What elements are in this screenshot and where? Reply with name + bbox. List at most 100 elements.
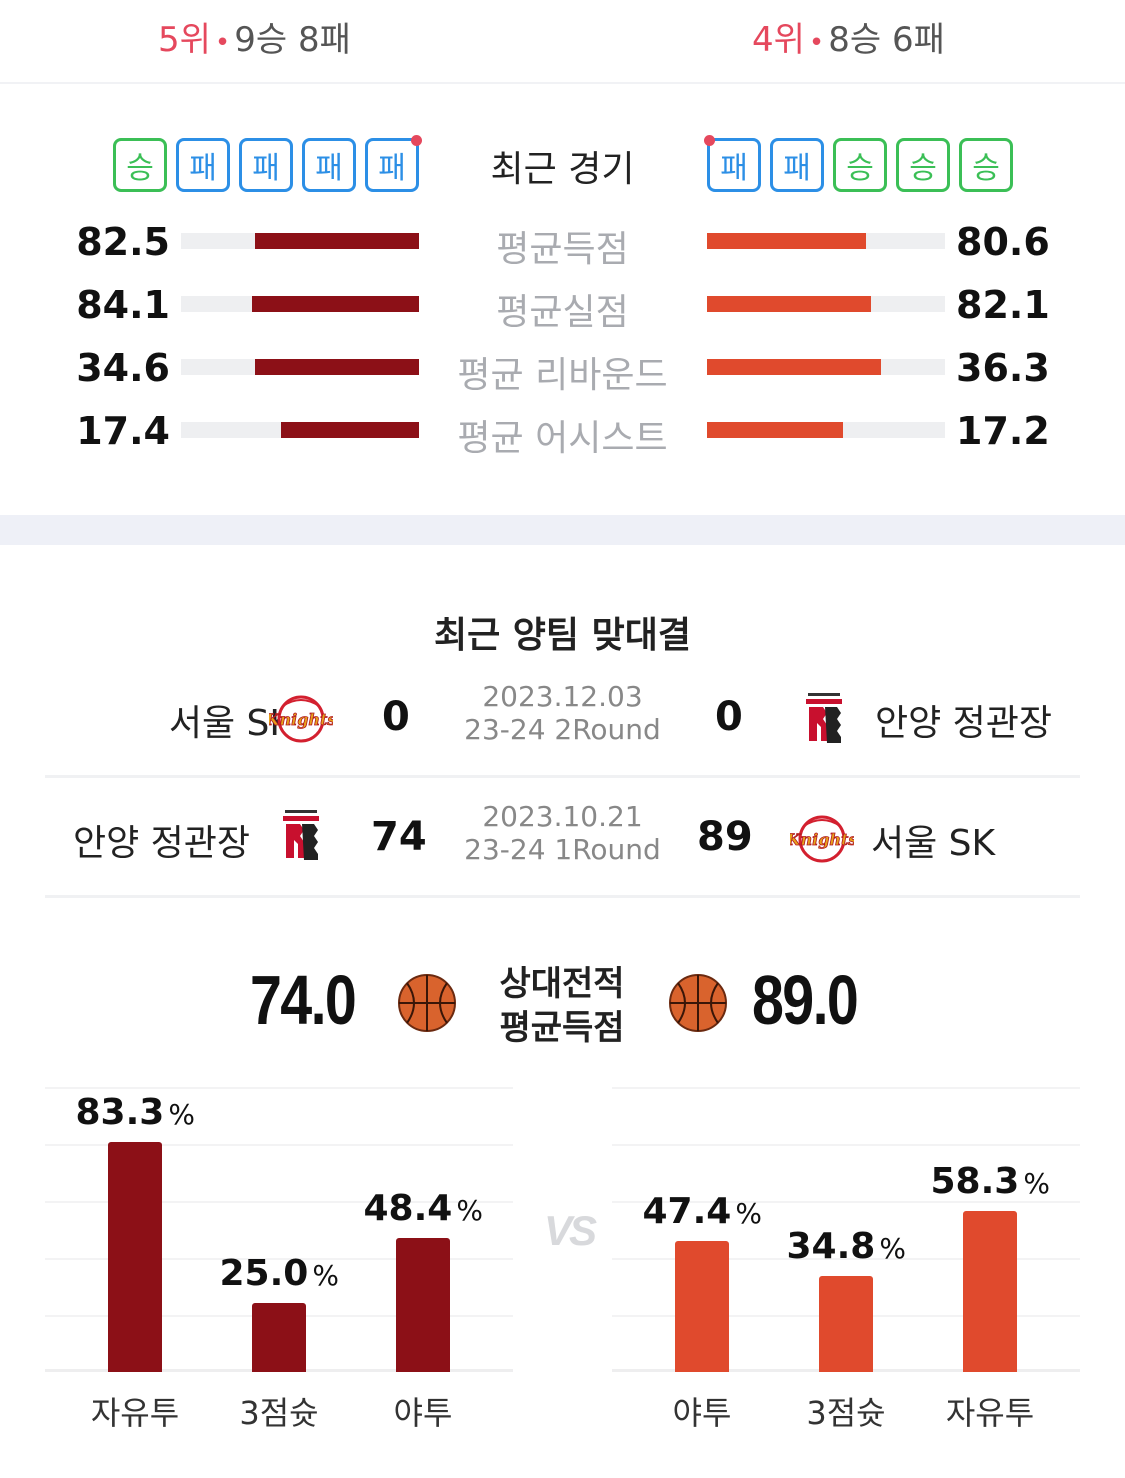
match-date: 2023.10.21 23-24 1Round — [410, 800, 715, 866]
right-stat-bar — [707, 422, 945, 438]
recent-games-title: 최근 경기 — [490, 149, 635, 190]
red-boosters-logo-icon — [806, 693, 842, 743]
left-stat-bar — [181, 296, 419, 312]
stat-label: 평균 어시스트 — [457, 418, 668, 459]
right-stat-bar — [707, 359, 945, 375]
stat-row-avg-rebounds: 34.6 평균 리바운드 36.3 — [0, 346, 1125, 396]
left-shooting-category: 3점슛 — [239, 1394, 319, 1432]
stat-label: 평균 리바운드 — [457, 355, 668, 396]
svg-text:Knights: Knights — [269, 710, 333, 729]
right-shooting-category: 자유투 — [945, 1394, 1035, 1432]
left-record: 9승 8패 — [234, 20, 351, 60]
away-score: 89 — [697, 814, 753, 860]
match-round: 23-24 2Round — [464, 713, 661, 746]
left-shooting-value: 48.4% — [363, 1188, 483, 1230]
left-shooting-bar — [252, 1303, 306, 1372]
left-shooting-chart: 83.3% 25.0% 48.4% — [45, 1087, 513, 1372]
right-stat-value: 80.6 — [956, 220, 1050, 264]
separator-dot: • — [214, 28, 231, 58]
basketball-icon — [669, 974, 727, 1032]
right-shooting-value: 58.3% — [930, 1161, 1050, 1203]
left-recent-form: 승 패 패 패 패 — [113, 135, 422, 192]
right-record: 8승 6패 — [828, 20, 945, 60]
left-shooting-bar — [396, 1238, 450, 1372]
stat-row-avg-allowed: 84.1 평균실점 82.1 — [0, 283, 1125, 333]
match-date-text: 2023.12.03 — [482, 680, 643, 713]
away-team-name: 안양 정관장 — [875, 703, 1053, 744]
recent-result: 패 — [704, 135, 761, 192]
recent-result: 패 — [239, 138, 293, 192]
stat-label: 평균실점 — [496, 292, 629, 333]
left-rank: 5위 — [158, 20, 211, 60]
recent-result: 패 — [770, 138, 824, 192]
avg-points-label: 상대전적 평균득점 — [462, 962, 662, 1050]
match-row[interactable]: 서울 SK Knights 0 2023.12.03 23-24 2Round … — [45, 680, 1080, 778]
latest-game-dot — [704, 135, 715, 146]
right-shooting-bar — [819, 1275, 873, 1372]
home-team-name: 안양 정관장 — [72, 823, 250, 864]
recent-result: 패 — [365, 135, 422, 192]
left-stat-value: 84.1 — [76, 283, 170, 327]
left-stat-value: 17.4 — [76, 409, 170, 453]
right-shooting-bar — [675, 1241, 729, 1372]
left-shooting-bar — [108, 1142, 162, 1372]
right-shooting-chart: 47.4% 34.8% 58.3% — [612, 1087, 1080, 1372]
match-row[interactable]: 안양 정관장 74 2023.10.21 23-24 1Round 89 Kni… — [45, 800, 1080, 898]
vs-label: VS — [544, 1207, 597, 1254]
right-stat-bar — [707, 233, 945, 249]
recent-result: 승 — [833, 138, 887, 192]
right-shooting-bar — [963, 1211, 1017, 1372]
right-stat-value: 82.1 — [956, 283, 1050, 327]
left-stat-bar — [181, 422, 419, 438]
left-stat-value: 34.6 — [76, 346, 170, 390]
basketball-icon — [398, 974, 456, 1032]
recent-result: 승 — [896, 138, 950, 192]
left-stat-bar — [181, 359, 419, 375]
left-shooting-category: 자유투 — [90, 1394, 180, 1432]
left-shooting-category: 야투 — [393, 1394, 453, 1432]
knights-logo-icon: Knights — [790, 815, 854, 863]
home-score: 0 — [382, 694, 410, 740]
right-avg-points: 89.0 — [752, 961, 859, 1039]
recent-result: 승 — [113, 138, 167, 192]
standings-header: 5위 • 9승 8패 4위 • 8승 6패 — [0, 0, 1125, 84]
right-rank: 4위 — [752, 20, 805, 60]
knights-logo-icon: Knights — [269, 695, 333, 743]
left-team-standing: 5위 • 9승 8패 — [158, 12, 351, 61]
right-team-standing: 4위 • 8승 6패 — [752, 12, 945, 61]
right-shooting-category: 3점슛 — [806, 1394, 886, 1432]
right-recent-form: 패 패 승 승 승 — [704, 135, 1013, 192]
right-stat-bar — [707, 296, 945, 312]
avg-label-line1: 상대전적 — [499, 964, 625, 1004]
stat-row-avg-assists: 17.4 평균 어시스트 17.2 — [0, 409, 1125, 459]
h2h-title: 최근 양팀 맞대결 — [434, 615, 691, 656]
recent-result: 패 — [176, 138, 230, 192]
away-score: 0 — [715, 694, 743, 740]
avg-label-line2: 평균득점 — [499, 1008, 625, 1048]
right-stat-value: 17.2 — [956, 409, 1050, 453]
left-stat-bar — [181, 233, 419, 249]
match-date: 2023.12.03 23-24 2Round — [410, 680, 715, 746]
left-shooting-value: 25.0% — [219, 1253, 339, 1294]
home-score: 74 — [371, 814, 427, 860]
stat-label: 평균득점 — [496, 229, 629, 270]
match-round: 23-24 1Round — [464, 833, 661, 866]
stat-row-avg-points: 82.5 평균득점 80.6 — [0, 220, 1125, 270]
away-team-name: 서울 SK — [871, 823, 996, 864]
recent-result: 패 — [302, 138, 356, 192]
match-date-text: 2023.10.21 — [482, 800, 643, 833]
right-stat-value: 36.3 — [956, 346, 1050, 390]
right-shooting-value: 34.8% — [786, 1225, 906, 1267]
left-stat-value: 82.5 — [76, 220, 170, 264]
section-divider — [0, 515, 1125, 545]
recent-result: 승 — [959, 138, 1013, 192]
separator-dot: • — [808, 28, 825, 58]
left-avg-points: 74.0 — [250, 961, 357, 1039]
home-team-name: 서울 SK — [168, 703, 293, 744]
right-shooting-category: 야투 — [672, 1394, 732, 1432]
red-boosters-logo-icon — [283, 810, 319, 860]
left-shooting-value: 83.3% — [75, 1092, 195, 1134]
latest-game-dot — [411, 135, 422, 146]
svg-text:Knights: Knights — [790, 830, 854, 849]
right-shooting-value: 47.4% — [642, 1191, 762, 1233]
